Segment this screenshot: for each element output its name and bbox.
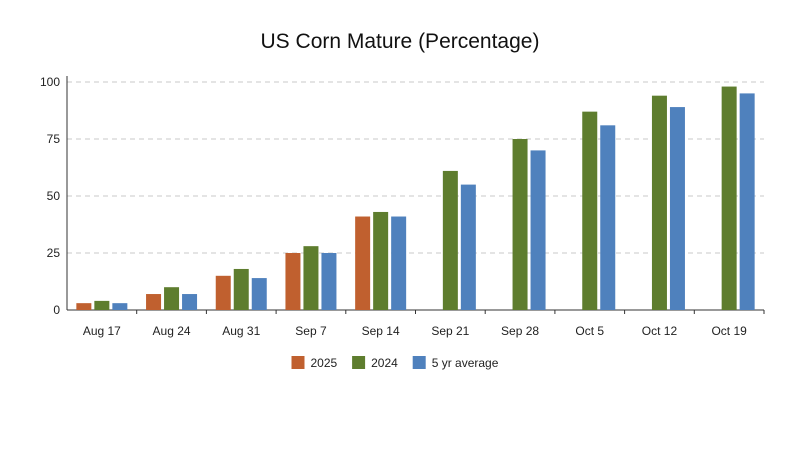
- bar-5-yr-average: [251, 278, 267, 310]
- x-tick-label: Sep 21: [431, 324, 469, 338]
- chart-title: US Corn Mature (Percentage): [260, 30, 540, 53]
- legend-swatch-2024: [352, 356, 366, 369]
- bar-5-yr-average: [112, 303, 128, 310]
- bar-5-yr-average: [460, 184, 476, 310]
- bar-2025: [146, 294, 162, 310]
- bar-2024: [94, 300, 110, 310]
- bar-2024: [373, 211, 389, 310]
- x-tick-label: Oct 12: [642, 324, 678, 338]
- bar-2024: [721, 86, 737, 310]
- bar-2025: [355, 216, 371, 310]
- bar-2024: [582, 111, 598, 310]
- x-tick-label: Aug 24: [153, 324, 191, 338]
- bar-5-yr-average: [669, 107, 685, 310]
- bar-2025: [285, 253, 301, 310]
- bar-2024: [512, 139, 528, 310]
- y-tick-label: 75: [47, 132, 61, 146]
- legend-label: 2025: [311, 356, 338, 370]
- y-tick-label: 100: [40, 75, 60, 89]
- x-tick-label: Sep 7: [295, 324, 327, 338]
- legend: 2025 2024 5 yr average: [291, 356, 499, 370]
- x-tick-labels: Aug 17 Aug 24 Aug 31 Sep 7 Sep 14 Sep 21 Sep 2…: [83, 324, 747, 338]
- x-tick-label: Sep 14: [362, 324, 400, 338]
- bars: [76, 86, 755, 311]
- bar-5-yr-average: [530, 150, 546, 310]
- x-tick-label: Oct 5: [575, 324, 604, 338]
- bar-2024: [303, 246, 319, 310]
- bar-2024: [651, 95, 667, 311]
- bar-5-yr-average: [391, 216, 407, 310]
- bar-2025: [76, 303, 92, 310]
- legend-swatch-2025: [291, 356, 305, 369]
- bar-5-yr-average: [321, 253, 337, 310]
- bar-2025: [215, 275, 231, 310]
- bar-2024: [233, 268, 249, 310]
- bar-2024: [164, 287, 180, 310]
- legend-label: 2024: [371, 356, 398, 370]
- x-tick-label: Sep 28: [501, 324, 539, 338]
- y-tick-labels: 0 25 50 75 100: [40, 75, 60, 317]
- x-tick-label: Oct 19: [711, 324, 747, 338]
- bar-2024: [442, 170, 458, 310]
- legend-label: 5 yr average: [432, 356, 499, 370]
- y-tick-label: 0: [53, 303, 60, 317]
- x-tick-label: Aug 17: [83, 324, 121, 338]
- bar-5-yr-average: [739, 93, 755, 311]
- legend-swatch-5-yr-average: [412, 356, 426, 369]
- gridlines: [67, 81, 764, 254]
- y-tick-label: 25: [47, 246, 61, 260]
- bar-5-yr-average: [182, 294, 198, 310]
- x-tick-label: Aug 31: [222, 324, 260, 338]
- bar-5-yr-average: [600, 125, 616, 310]
- y-tick-label: 50: [47, 189, 61, 203]
